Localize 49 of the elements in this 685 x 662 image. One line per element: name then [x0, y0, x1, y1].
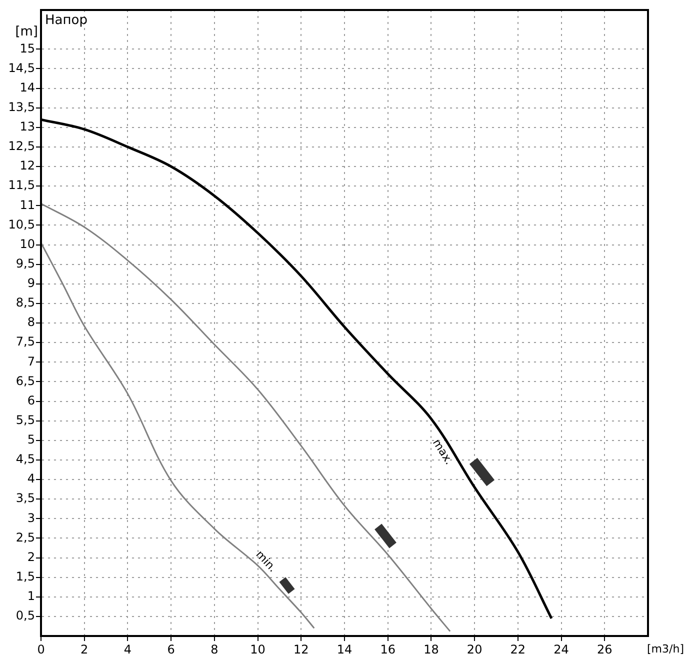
x-tick-label: 2 — [80, 642, 88, 656]
y-tick-label: 6,5 — [16, 374, 35, 388]
line-series — [41, 202, 451, 632]
y-tick-label: 9,5 — [16, 256, 35, 270]
y-tick-label: 2 — [27, 550, 35, 564]
y-tick-label: 3 — [27, 510, 35, 525]
x-tick-label: 20 — [466, 642, 482, 656]
y-tick-label: 6 — [27, 393, 35, 408]
y-tick-label: 13,5 — [8, 100, 35, 114]
y-tick-label: 7 — [27, 354, 35, 368]
y-tick-label: 7,5 — [16, 334, 35, 349]
y-tick-label: 3,5 — [16, 491, 35, 506]
x-tick-label: 24 — [554, 642, 569, 656]
y-axis-title: [m] — [15, 24, 38, 40]
y-tick-label: 14 — [20, 80, 35, 94]
x-tick-label: 26 — [597, 642, 612, 656]
y-tick-label: 1 — [27, 589, 35, 603]
x-tick-label: 4 — [124, 642, 132, 656]
y-tick-label: 0,5 — [16, 608, 35, 623]
x-tick-label: 10 — [250, 642, 266, 656]
y-tick-label: 5 — [27, 432, 35, 446]
y-tick-label: 10 — [20, 236, 35, 251]
line-series — [41, 242, 315, 629]
y-tick-label: 4,5 — [16, 452, 35, 466]
x-tick-label: 18 — [424, 642, 439, 656]
y-tick-label: 4 — [27, 472, 35, 486]
y-tick-label: 2,5 — [16, 530, 35, 544]
y-tick-label: 9 — [27, 276, 35, 290]
y-tick-label: 15 — [20, 41, 35, 56]
x-tick-label: 8 — [210, 642, 218, 656]
x-tick-label: 14 — [336, 642, 352, 656]
y-tick-label: 13 — [20, 120, 35, 134]
y-tick-label: 12,5 — [8, 139, 35, 154]
x-tick-label: 12 — [294, 642, 309, 656]
y-tick-label: 11 — [20, 198, 35, 212]
y-tick-label: 12 — [20, 158, 35, 173]
x-axis-title: [m3/h] — [647, 642, 684, 656]
y-tick-label: 5,5 — [16, 412, 35, 427]
x-tick-label: 6 — [167, 642, 175, 656]
y-tick-label: 14,5 — [8, 60, 35, 75]
chart-title: Напор — [45, 12, 88, 28]
y-tick-label: 8 — [27, 315, 35, 330]
y-tick-label: 8,5 — [16, 296, 35, 310]
x-tick-label: 22 — [510, 642, 526, 656]
y-tick-label: 11,5 — [8, 178, 35, 192]
y-tick-label: 1,5 — [16, 569, 35, 584]
x-tick-label: 0 — [37, 642, 45, 656]
x-tick-label: 16 — [380, 642, 396, 656]
y-tick-label: 10,5 — [8, 217, 35, 232]
